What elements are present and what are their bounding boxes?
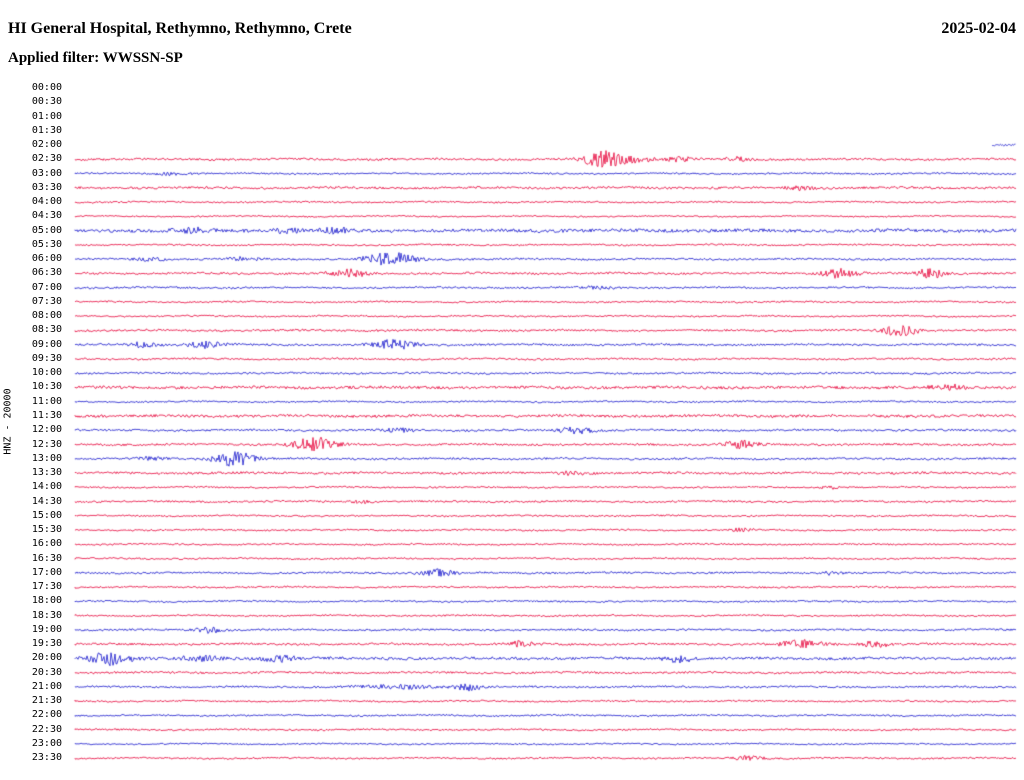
time-label: 04:30 xyxy=(31,210,62,222)
time-label: 03:30 xyxy=(31,181,62,193)
time-label: 14:30 xyxy=(31,495,62,507)
time-label: 16:00 xyxy=(31,538,62,550)
time-label: 01:00 xyxy=(31,110,62,122)
time-label: 14:00 xyxy=(31,481,62,493)
time-label: 20:30 xyxy=(31,666,62,678)
time-label: 10:30 xyxy=(31,381,62,393)
time-label: 23:00 xyxy=(31,737,62,749)
time-label: 11:00 xyxy=(31,395,62,407)
time-label: 05:30 xyxy=(31,238,62,250)
time-label: 02:30 xyxy=(31,153,62,165)
time-label: 01:30 xyxy=(31,124,62,136)
time-label: 06:30 xyxy=(31,267,62,279)
time-label: 17:00 xyxy=(31,566,62,578)
time-label: 02:00 xyxy=(31,139,62,151)
time-label: 19:00 xyxy=(31,623,62,635)
date-label: 2025-02-04 xyxy=(941,20,1016,37)
filter-label: Applied filter: WWSSN-SP xyxy=(8,50,183,66)
time-label: 07:30 xyxy=(31,295,62,307)
time-label: 09:30 xyxy=(31,352,62,364)
time-label: 12:30 xyxy=(31,438,62,450)
time-label: 03:00 xyxy=(31,167,62,179)
time-label: 07:00 xyxy=(31,281,62,293)
time-label: 13:30 xyxy=(31,467,62,479)
time-label: 18:30 xyxy=(31,609,62,621)
time-label: 21:00 xyxy=(31,680,62,692)
time-label: 06:00 xyxy=(31,253,62,265)
time-label: 18:00 xyxy=(31,595,62,607)
time-label: 00:30 xyxy=(31,96,62,108)
time-label: 05:00 xyxy=(31,224,62,236)
time-label: 22:00 xyxy=(31,709,62,721)
time-label: 20:00 xyxy=(31,652,62,664)
time-label: 09:00 xyxy=(31,338,62,350)
time-label: 11:30 xyxy=(31,409,62,421)
time-label: 15:00 xyxy=(31,509,62,521)
time-label: 16:30 xyxy=(31,552,62,564)
page-title: HI General Hospital, Rethymno, Rethymno,… xyxy=(8,20,352,37)
time-label: 08:00 xyxy=(31,310,62,322)
time-label: 00:00 xyxy=(31,82,62,93)
time-label: 15:30 xyxy=(31,524,62,536)
time-label: 17:30 xyxy=(31,581,62,593)
time-label: 08:30 xyxy=(31,324,62,336)
time-label: 13:00 xyxy=(31,452,62,464)
time-label: 21:30 xyxy=(31,695,62,707)
time-label: 04:00 xyxy=(31,196,62,208)
time-label: 10:00 xyxy=(31,367,62,379)
time-label: 19:30 xyxy=(31,638,62,650)
time-label: 23:30 xyxy=(31,752,62,764)
time-label: 22:30 xyxy=(31,723,62,735)
time-label: 12:00 xyxy=(31,424,62,436)
